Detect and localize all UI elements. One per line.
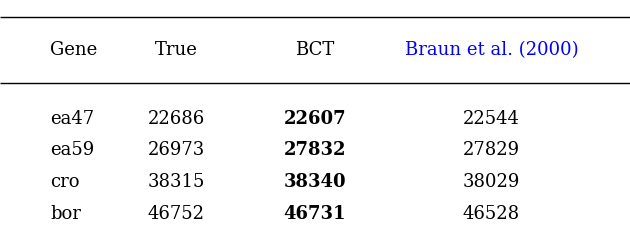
Text: Gene: Gene xyxy=(50,41,98,59)
Text: 46752: 46752 xyxy=(148,205,205,222)
Text: ea47: ea47 xyxy=(50,109,94,127)
Text: 26973: 26973 xyxy=(148,141,205,159)
Text: 22607: 22607 xyxy=(284,109,346,127)
Text: 38029: 38029 xyxy=(462,173,520,190)
Text: 38315: 38315 xyxy=(147,173,205,190)
Text: bor: bor xyxy=(50,205,81,222)
Text: 27829: 27829 xyxy=(463,141,520,159)
Text: ea59: ea59 xyxy=(50,141,94,159)
Text: True: True xyxy=(155,41,198,59)
Text: 46528: 46528 xyxy=(463,205,520,222)
Text: cro: cro xyxy=(50,173,80,190)
Text: 46731: 46731 xyxy=(284,205,346,222)
Text: 27832: 27832 xyxy=(284,141,346,159)
Text: 38340: 38340 xyxy=(284,173,346,190)
Text: BCT: BCT xyxy=(295,41,335,59)
Text: 22544: 22544 xyxy=(463,109,520,127)
Text: 22686: 22686 xyxy=(148,109,205,127)
Text: Braun et al. (2000): Braun et al. (2000) xyxy=(404,41,578,59)
